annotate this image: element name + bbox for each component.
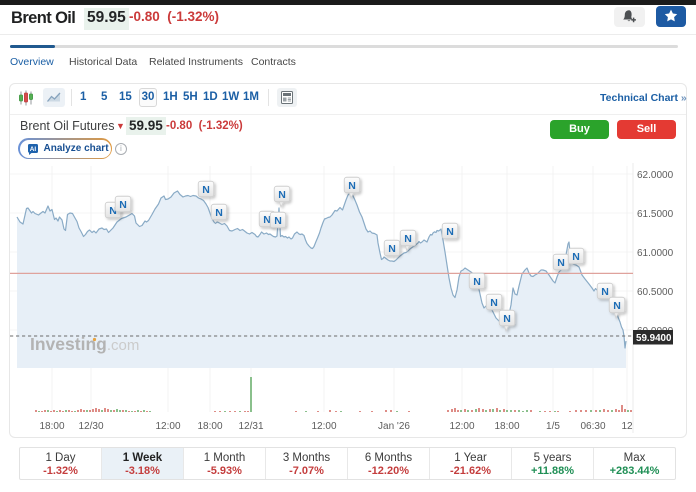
svg-text:AI: AI <box>29 146 36 153</box>
